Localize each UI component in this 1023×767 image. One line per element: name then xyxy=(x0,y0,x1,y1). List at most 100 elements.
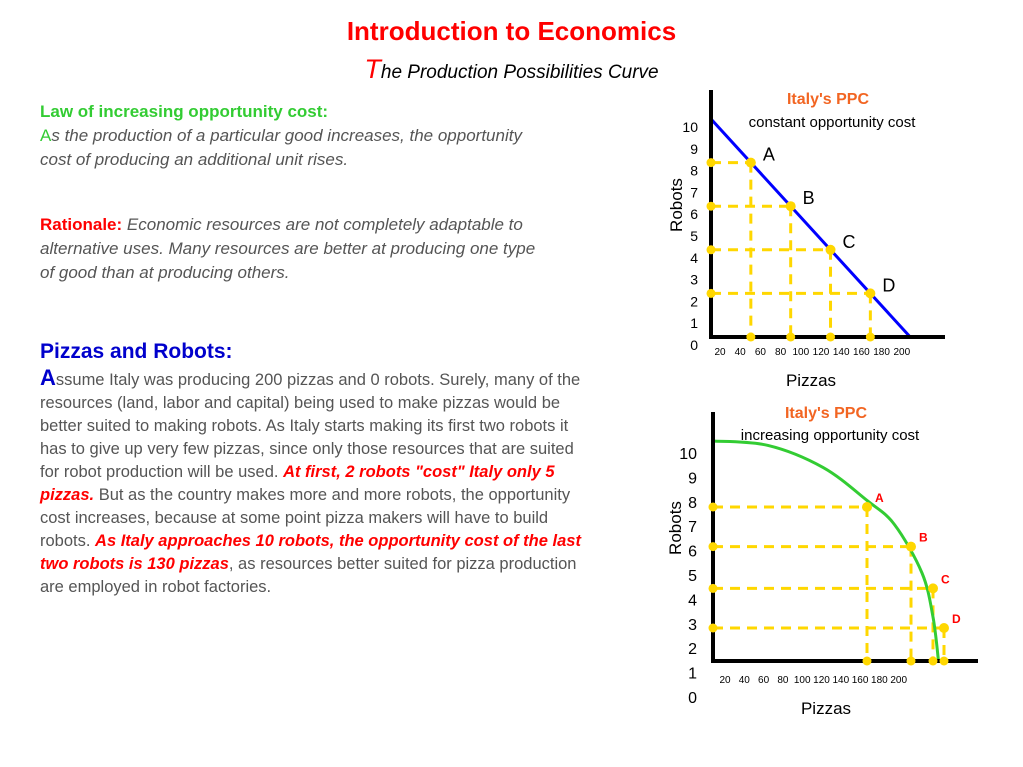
point-marker-C xyxy=(825,244,836,255)
law-text: s the production of a particular good in… xyxy=(40,126,522,169)
chart-subtitle: constant opportunity cost xyxy=(749,114,917,131)
pizzas-text-2: But as the country makes more and more r… xyxy=(40,486,571,550)
law-section: Law of increasing opportunity cost: As t… xyxy=(40,100,540,172)
y-tick-label: 3 xyxy=(688,617,697,634)
y-axis-marker-A xyxy=(706,158,716,168)
x-axis-marker-B xyxy=(906,656,916,666)
x-tick-label: 20 xyxy=(719,675,731,686)
page-title: Introduction to Economics xyxy=(346,16,677,46)
point-marker-B xyxy=(906,541,916,552)
x-tick-label: 200 xyxy=(893,347,910,358)
page-subtitle: The Production Possibilities Curve xyxy=(0,54,1023,85)
point-label-B: B xyxy=(803,188,815,208)
x-tick-label: 20 xyxy=(714,347,726,358)
x-axis-marker-A xyxy=(746,332,756,342)
x-axis-marker-C xyxy=(928,656,938,666)
pizzas-robots-paragraph: Assume Italy was producing 200 pizzas an… xyxy=(40,366,595,599)
point-marker-A xyxy=(745,157,756,168)
y-tick-label: 7 xyxy=(688,519,697,536)
rationale-heading: Rationale: xyxy=(40,215,123,234)
law-body: As the production of a particular good i… xyxy=(40,124,540,172)
y-tick-label: 9 xyxy=(690,141,698,157)
x-axis-marker-B xyxy=(786,332,796,342)
y-tick-label: 3 xyxy=(690,272,698,288)
y-tick-label: 10 xyxy=(682,119,698,135)
x-tick-label: 140 xyxy=(833,347,850,358)
y-tick-label: 6 xyxy=(688,544,697,561)
point-label-C: C xyxy=(941,572,950,586)
y-axis-marker-D xyxy=(706,288,716,298)
y-tick-label: 10 xyxy=(679,446,697,463)
y-tick-label: 8 xyxy=(688,495,697,512)
y-axis-marker-C xyxy=(706,245,716,255)
x-tick-label: 80 xyxy=(775,347,787,358)
y-tick-label: 2 xyxy=(690,293,698,309)
chart-title: Italy's PPC xyxy=(787,91,870,108)
x-tick-label: 100 xyxy=(794,675,811,686)
pizzas-text-1: ssume Italy was producing 200 pizzas and… xyxy=(40,371,581,481)
x-axis-marker-D xyxy=(865,332,875,342)
y-tick-label: 0 xyxy=(690,337,698,353)
pizzas-robots-section: Pizzas and Robots: Assume Italy was prod… xyxy=(40,338,595,599)
x-tick-label: 100 xyxy=(792,347,809,358)
x-tick-label: 40 xyxy=(735,347,747,358)
point-marker-C xyxy=(928,583,938,594)
chart-title: Italy's PPC xyxy=(785,405,868,422)
point-label-D: D xyxy=(952,612,961,626)
subtitle-text: he Production Possibilities Curve xyxy=(380,62,659,83)
x-tick-label: 80 xyxy=(777,675,789,686)
y-axis-marker-C xyxy=(708,583,718,593)
point-label-D: D xyxy=(882,275,895,295)
x-tick-label: 180 xyxy=(873,347,890,358)
pizzas-drop-cap: A xyxy=(40,365,56,390)
y-tick-label: 5 xyxy=(688,568,697,585)
pizzas-emphasis-1: At first, 2 robots "cost" Italy only 5 p… xyxy=(40,463,555,504)
y-axis-label: Robots xyxy=(667,178,686,232)
pizzas-robots-heading: Pizzas and Robots: xyxy=(40,340,233,363)
law-drop-cap: A xyxy=(40,126,52,145)
y-tick-label: 0 xyxy=(688,690,697,707)
y-axis-marker-A xyxy=(708,502,718,512)
point-label-A: A xyxy=(875,491,884,505)
point-label-A: A xyxy=(763,145,775,165)
x-tick-label: 60 xyxy=(758,675,770,686)
x-axis-marker-C xyxy=(826,332,836,342)
ppc-curve xyxy=(709,117,912,339)
rationale-section: Rationale: Economic resources are not co… xyxy=(40,213,540,285)
y-axis-marker-D xyxy=(708,623,718,633)
x-tick-label: 60 xyxy=(755,347,767,358)
y-axis-marker-B xyxy=(708,542,718,552)
y-tick-label: 8 xyxy=(690,163,698,179)
point-marker-D xyxy=(939,623,949,633)
point-label-B: B xyxy=(919,531,928,545)
x-tick-label: 40 xyxy=(739,675,751,686)
rationale-body: Economic resources are not completely ad… xyxy=(40,215,536,282)
pizzas-text-3: , as resources better suited for pizza p… xyxy=(40,555,577,596)
y-tick-label: 4 xyxy=(690,250,698,266)
y-tick-label: 4 xyxy=(688,592,697,609)
x-tick-label: 120 xyxy=(813,347,830,358)
y-tick-label: 9 xyxy=(688,470,697,487)
x-tick-label: 120 xyxy=(813,675,830,686)
x-tick-label: 160 xyxy=(853,347,870,358)
point-label-C: C xyxy=(843,232,856,252)
point-marker-B xyxy=(785,201,796,212)
point-marker-D xyxy=(865,288,876,299)
x-tick-label: 200 xyxy=(890,675,907,686)
x-tick-label: 180 xyxy=(871,675,888,686)
x-axis-marker-A xyxy=(862,656,872,666)
y-tick-label: 5 xyxy=(690,228,698,244)
chart-subtitle: increasing opportunity cost xyxy=(741,427,920,444)
x-axis-marker-D xyxy=(939,656,949,666)
ppc-curve xyxy=(712,439,940,662)
subtitle-drop-cap: T xyxy=(364,54,381,84)
y-tick-label: 6 xyxy=(690,206,698,222)
y-tick-label: 1 xyxy=(690,315,698,331)
law-heading: Law of increasing opportunity cost: xyxy=(40,102,329,121)
x-tick-label: 160 xyxy=(852,675,869,686)
point-marker-A xyxy=(862,502,872,512)
y-tick-label: 7 xyxy=(690,184,698,200)
x-axis-label: Pizzas xyxy=(786,371,836,390)
